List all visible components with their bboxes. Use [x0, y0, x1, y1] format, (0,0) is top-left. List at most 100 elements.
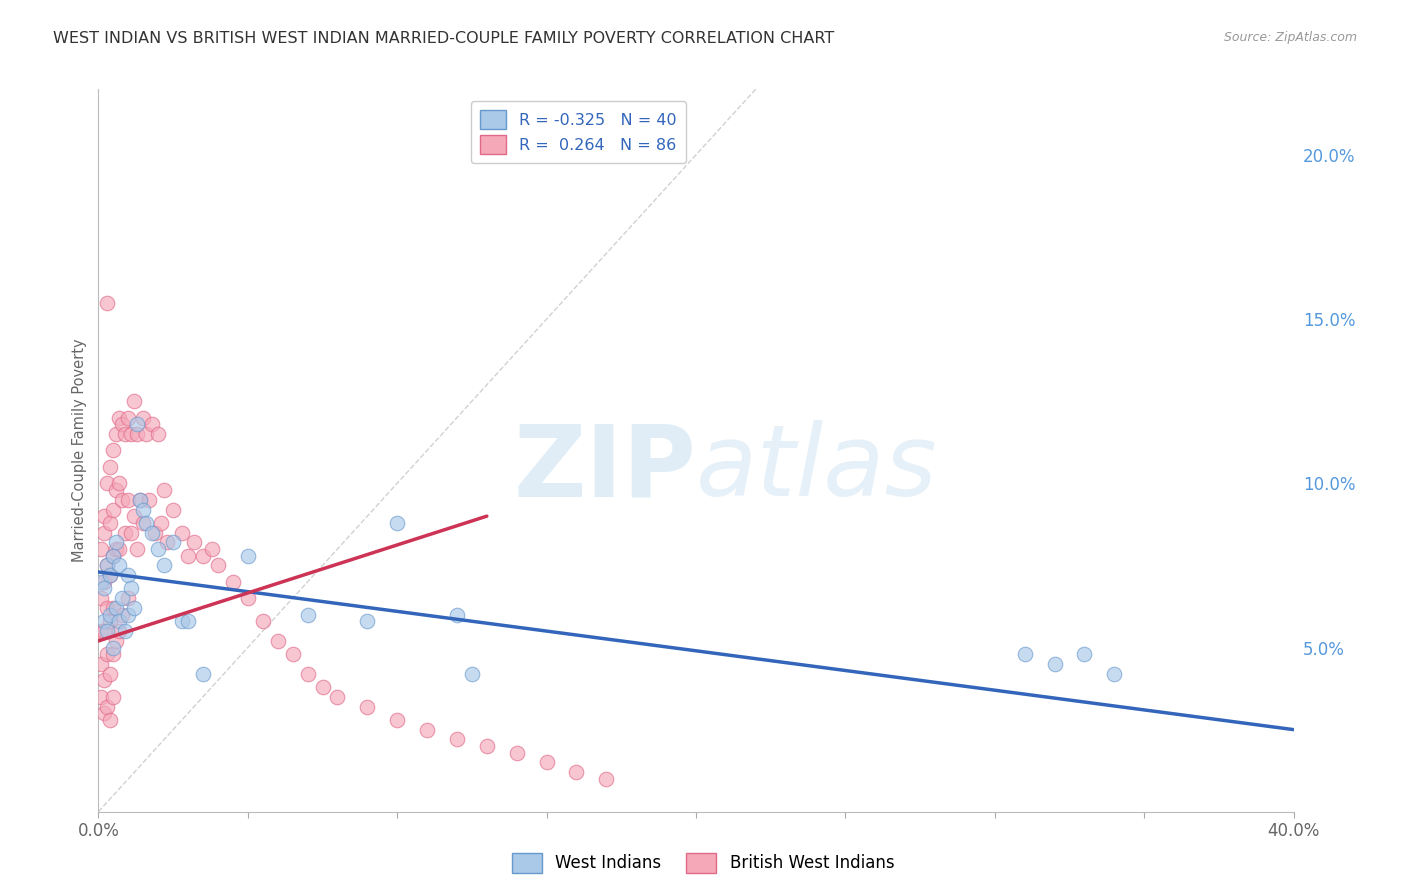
Point — [127, 541, 149, 556]
Point — [93, 582, 115, 596]
Point — [103, 601, 125, 615]
Point — [1043, 657, 1066, 671]
Point — [153, 558, 176, 573]
Point — [103, 549, 125, 563]
Point — [191, 549, 214, 563]
Point — [124, 601, 146, 615]
Point — [124, 394, 146, 409]
Point — [105, 427, 128, 442]
Point — [93, 624, 115, 639]
Point — [98, 459, 122, 474]
Point — [96, 647, 118, 661]
Text: atlas: atlas — [696, 420, 938, 517]
Point — [96, 624, 118, 639]
Point — [98, 568, 122, 582]
Point — [105, 541, 128, 556]
Point — [98, 568, 122, 582]
Point — [98, 614, 122, 628]
Point — [129, 492, 152, 507]
Point — [96, 558, 118, 573]
Point — [96, 601, 118, 615]
Point — [93, 574, 115, 589]
Point — [183, 535, 205, 549]
Point — [191, 666, 214, 681]
Point — [103, 549, 125, 563]
Point — [127, 417, 149, 432]
Point — [236, 591, 259, 606]
Point — [207, 558, 229, 573]
Point — [1104, 666, 1126, 681]
Point — [108, 476, 131, 491]
Point — [138, 492, 160, 507]
Text: ZIP: ZIP — [513, 420, 696, 517]
Point — [177, 614, 200, 628]
Point — [124, 509, 146, 524]
Point — [105, 601, 128, 615]
Point — [135, 516, 157, 530]
Point — [120, 582, 142, 596]
Point — [132, 410, 155, 425]
Point — [172, 525, 194, 540]
Y-axis label: Married-Couple Family Poverty: Married-Couple Family Poverty — [72, 339, 87, 562]
Point — [1014, 647, 1036, 661]
Point — [96, 476, 118, 491]
Legend: West Indians, British West Indians: West Indians, British West Indians — [505, 847, 901, 880]
Point — [117, 492, 139, 507]
Point — [90, 657, 112, 671]
Point — [141, 417, 163, 432]
Point — [127, 427, 149, 442]
Point — [105, 535, 128, 549]
Point — [114, 525, 136, 540]
Point — [90, 574, 112, 589]
Point — [93, 525, 115, 540]
Point — [93, 509, 115, 524]
Point — [162, 502, 184, 516]
Point — [90, 591, 112, 606]
Point — [135, 427, 157, 442]
Point — [108, 614, 131, 628]
Point — [595, 772, 617, 786]
Point — [103, 690, 125, 704]
Point — [120, 427, 142, 442]
Point — [98, 516, 122, 530]
Point — [311, 680, 333, 694]
Point — [252, 614, 274, 628]
Point — [111, 591, 134, 606]
Point — [90, 541, 112, 556]
Point — [162, 535, 184, 549]
Point — [143, 525, 166, 540]
Point — [148, 427, 170, 442]
Point — [148, 541, 170, 556]
Point — [177, 549, 200, 563]
Point — [461, 666, 484, 681]
Point — [222, 574, 245, 589]
Point — [1073, 647, 1095, 661]
Point — [117, 568, 139, 582]
Point — [536, 756, 558, 770]
Text: WEST INDIAN VS BRITISH WEST INDIAN MARRIED-COUPLE FAMILY POVERTY CORRELATION CHA: WEST INDIAN VS BRITISH WEST INDIAN MARRI… — [53, 31, 835, 46]
Point — [108, 558, 131, 573]
Point — [236, 549, 259, 563]
Point — [141, 525, 163, 540]
Point — [103, 502, 125, 516]
Point — [103, 647, 125, 661]
Point — [114, 624, 136, 639]
Point — [103, 443, 125, 458]
Point — [93, 614, 115, 628]
Point — [98, 607, 122, 622]
Point — [356, 614, 378, 628]
Point — [267, 634, 290, 648]
Point — [103, 640, 125, 655]
Point — [98, 713, 122, 727]
Point — [117, 410, 139, 425]
Point — [297, 607, 319, 622]
Point — [132, 502, 155, 516]
Point — [98, 666, 122, 681]
Text: Source: ZipAtlas.com: Source: ZipAtlas.com — [1223, 31, 1357, 45]
Point — [416, 723, 439, 737]
Point — [475, 739, 498, 753]
Point — [446, 607, 468, 622]
Point — [108, 541, 131, 556]
Point — [201, 541, 224, 556]
Point — [105, 634, 128, 648]
